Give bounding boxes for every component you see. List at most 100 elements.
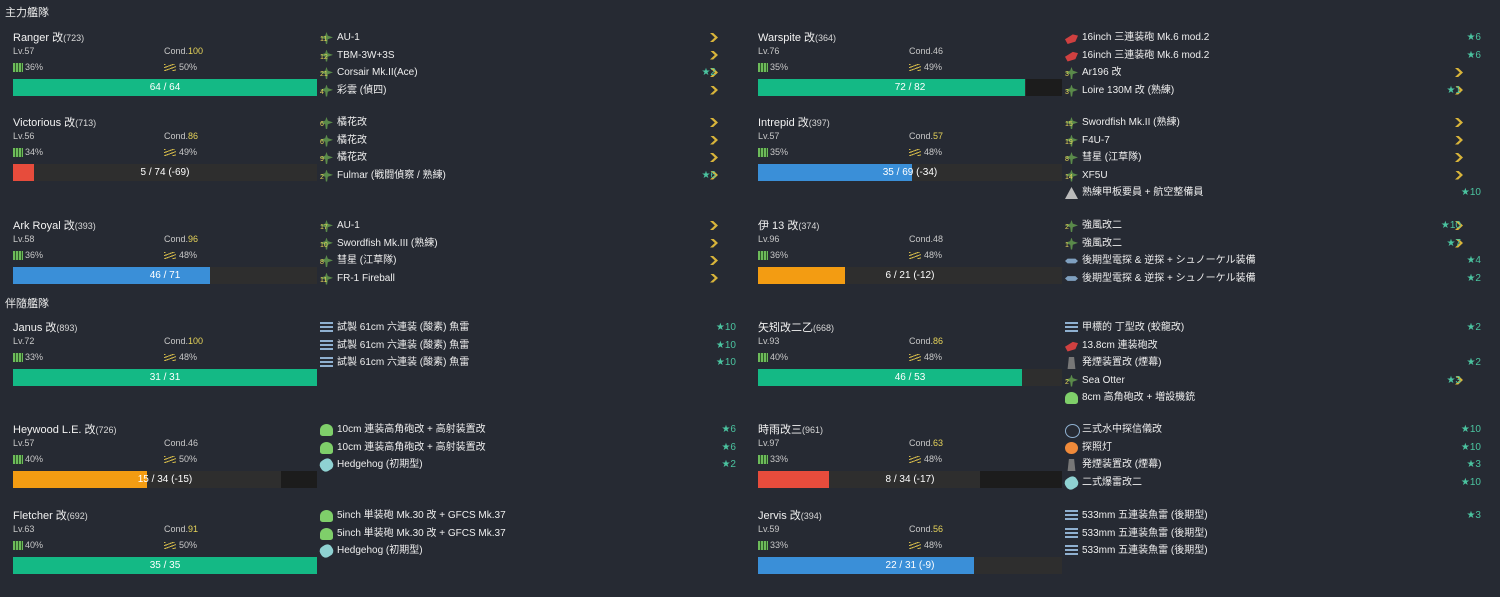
condition-value: 100: [188, 46, 204, 56]
ship-ammo: 49%: [164, 147, 197, 157]
hp-bar: 31 / 31: [13, 369, 317, 386]
condition-value: 57: [933, 131, 944, 141]
equipment-item[interactable]: 後期型電探 & 逆探 + シュノーケル装備 ★4: [1065, 252, 1485, 270]
equipment-item[interactable]: 5inch 単装砲 Mk.30 改 + GFCS Mk.37: [320, 507, 740, 525]
ship-fuel: 36%: [13, 62, 43, 72]
ship-card[interactable]: Jervis 改(394) Lv.59 Cond.56 33% 48% 22 / 31 (…: [745, 507, 1500, 597]
hp-bar: 72 / 82: [758, 79, 1062, 96]
ammo-icon: [909, 455, 921, 463]
ship-card[interactable]: Warspite 改(364) Lv.76 Cond.46 35% 49% 72 / 82…: [745, 29, 1500, 119]
hp-bar-fill: [758, 557, 974, 574]
equipment-item[interactable]: 試製 61cm 六連装 (酸素) 魚雷 ★10: [320, 354, 740, 372]
ship-name[interactable]: Janus 改(893): [13, 319, 77, 335]
ship-name-text: Fletcher 改: [13, 510, 67, 522]
equipment-item[interactable]: 10cm 連装高角砲改 + 高射装置改 ★6: [320, 421, 740, 439]
equipment-item[interactable]: 甲標的 丁型改 (蛟龍改) ★2: [1065, 319, 1485, 337]
ship-card[interactable]: Ark Royal 改(393) Lv.58 Cond.96 36% 48% 46 / 7…: [0, 217, 1060, 307]
equipment-item[interactable]: 14 XF5U: [1065, 167, 1485, 185]
equipment-item[interactable]: 試製 61cm 六連装 (酸素) 魚雷 ★10: [320, 319, 740, 337]
equipment-item[interactable]: 二式爆雷改二 ★10: [1062, 474, 1485, 492]
ship-card[interactable]: Janus 改(893) Lv.72 Cond.100 33% 48% 31 / 31 試製…: [0, 319, 1060, 409]
equipment-item[interactable]: 6 橘花改: [320, 114, 740, 132]
equipment-item[interactable]: 533mm 五連装魚雷 (後期型) ★3: [1065, 507, 1485, 525]
ship-name[interactable]: Ark Royal 改(393): [13, 217, 96, 233]
condition-label: Cond.: [164, 131, 189, 141]
main-fleet-title: 主力艦隊: [5, 7, 49, 19]
ship-name[interactable]: Intrepid 改(397): [758, 114, 830, 130]
ship-card[interactable]: Fletcher 改(692) Lv.63 Cond.91 40% 50% 35 / 35…: [0, 507, 1060, 597]
ship-card[interactable]: 伊 13 改(374) Lv.96 Cond.48 36% 48% 6 / 21 (-12…: [745, 217, 1500, 307]
equipment-item[interactable]: 2 強風改二 ★10: [1065, 217, 1485, 235]
equipment-item[interactable]: 探照灯 ★10: [1065, 439, 1485, 457]
equipment-name: 橘花改: [337, 152, 367, 163]
ship-name[interactable]: Fletcher 改(692): [13, 507, 88, 523]
ship-level: Lv.58: [13, 234, 35, 244]
equipment-item[interactable]: 発煙装置改 (煙幕) ★3: [1065, 456, 1485, 474]
equipment-item[interactable]: 12 TBM-3W+3S: [320, 47, 740, 65]
equipment-item[interactable]: 11 FR-1 Fireball: [320, 270, 740, 288]
fuel-value: 36%: [770, 250, 789, 260]
ship-card[interactable]: 矢矧改二乙(668) Lv.93 Cond.86 40% 48% 46 / 53 甲標的 丁…: [745, 319, 1500, 409]
equipment-item[interactable]: 8 彗星 (江草隊): [320, 252, 740, 270]
equipment-name: AU-1: [337, 220, 360, 231]
gun-icon: [1065, 51, 1078, 62]
equipment-item[interactable]: 10cm 連装高角砲改 + 高射装置改 ★6: [320, 439, 740, 457]
equipment-item[interactable]: 4 彩雲 (偵四): [320, 82, 740, 100]
equipment-item[interactable]: 1 強風改二 ★7: [1065, 235, 1485, 253]
ship-name[interactable]: Jervis 改(394): [758, 507, 822, 523]
equipment-item[interactable]: 13.8cm 連装砲改: [1065, 337, 1485, 355]
ship-condition: Cond.46: [164, 438, 198, 448]
equipment-item[interactable]: Hedgehog (初期型) ★2: [317, 456, 740, 474]
equipment-item[interactable]: 2 Fulmar (戦闘偵察 / 熟練) ★6: [320, 167, 740, 185]
ship-name-text: Intrepid 改: [758, 117, 809, 129]
fuel-icon: [758, 454, 768, 464]
ship-card[interactable]: Victorious 改(713) Lv.56 Cond.86 34% 49% 5 / 7…: [0, 114, 1060, 204]
equipment-item[interactable]: 三式水中探信儀改 ★10: [1065, 421, 1485, 439]
ship-name[interactable]: 時雨改三(961): [758, 421, 823, 437]
equipment-item[interactable]: 3 Loire 130M 改 (熟練) ★1: [1065, 82, 1485, 100]
equipment-item[interactable]: 533mm 五連装魚雷 (後期型): [1065, 542, 1485, 560]
equipment-item[interactable]: 2 Sea Otter ★3: [1065, 372, 1485, 390]
equipment-item[interactable]: 8cm 高角砲改 + 増設機銃: [1065, 389, 1485, 407]
ship-card[interactable]: Intrepid 改(397) Lv.57 Cond.57 35% 48% 35 / 69…: [745, 114, 1500, 204]
equipment-item[interactable]: 11 AU-1: [320, 29, 740, 47]
equipment-item[interactable]: 後期型電探 & 逆探 + シュノーケル装備 ★2: [1065, 270, 1485, 288]
equipment-item[interactable]: Hedgehog (初期型): [317, 542, 740, 560]
equipment-item[interactable]: 3 Ar196 改: [1065, 64, 1485, 82]
equipment-item[interactable]: 6 橘花改: [320, 132, 740, 150]
ship-name[interactable]: Warspite 改(364): [758, 29, 836, 45]
equipment-item[interactable]: 8 彗星 (江草隊): [1065, 149, 1485, 167]
hp-bar: 46 / 71: [13, 267, 317, 284]
hp-bar: 64 / 64: [13, 79, 317, 96]
condition-label: Cond.: [164, 524, 189, 534]
ship-name[interactable]: Ranger 改(723): [13, 29, 84, 45]
equipment-item[interactable]: 533mm 五連装魚雷 (後期型): [1065, 525, 1485, 543]
proficiency-chevron-icon: [710, 50, 718, 60]
ship-name[interactable]: 矢矧改二乙(668): [758, 319, 834, 335]
ship-card[interactable]: Ranger 改(723) Lv.57 Cond.100 36% 50% 64 / 64 1…: [0, 29, 1060, 119]
equipment-item[interactable]: 熟練甲板要員 + 航空整備員 ★10: [1065, 184, 1485, 202]
ship-name[interactable]: Heywood L.E. 改(726): [13, 421, 117, 437]
equipment-item[interactable]: 16inch 三連装砲 Mk.6 mod.2 ★6: [1065, 47, 1485, 65]
equipment-item[interactable]: 9 橘花改: [320, 149, 740, 167]
ammo-icon: [164, 251, 176, 259]
ship-card[interactable]: 時雨改三(961) Lv.97 Cond.63 33% 48% 8 / 34 (-17) 三…: [745, 421, 1500, 511]
equipment-item[interactable]: 17 AU-1: [320, 217, 740, 235]
equipment-item[interactable]: 発煙装置改 (煙幕) ★2: [1065, 354, 1485, 372]
equipment-item[interactable]: 16inch 三連装砲 Mk.6 mod.2 ★6: [1065, 29, 1485, 47]
equipment-item[interactable]: 試製 61cm 六連装 (酸素) 魚雷 ★10: [320, 337, 740, 355]
equipment-name: 二式爆雷改二: [1082, 476, 1142, 488]
sonar-icon: [1065, 424, 1080, 438]
equipment-item[interactable]: 21 Corsair Mk.II(Ace) ★2: [320, 64, 740, 82]
hp-text: 8 / 34 (-17): [885, 474, 935, 485]
equipment-item[interactable]: 5inch 単装砲 Mk.30 改 + GFCS Mk.37: [320, 525, 740, 543]
ship-card[interactable]: Heywood L.E. 改(726) Lv.57 Cond.46 40% 50% 15 …: [0, 421, 1060, 511]
ship-name[interactable]: 伊 13 改(374): [758, 217, 819, 233]
improvement-level: ★2: [1466, 357, 1481, 368]
equipment-item[interactable]: 15 Swordfish Mk.II (熟練): [1065, 114, 1485, 132]
equipment-item[interactable]: 19 F4U-7: [1065, 132, 1485, 150]
asw-icon: [317, 542, 336, 560]
equipment-item[interactable]: 10 Swordfish Mk.III (熟練): [320, 235, 740, 253]
ship-id: (393): [74, 221, 96, 231]
ship-name[interactable]: Victorious 改(713): [13, 114, 96, 130]
